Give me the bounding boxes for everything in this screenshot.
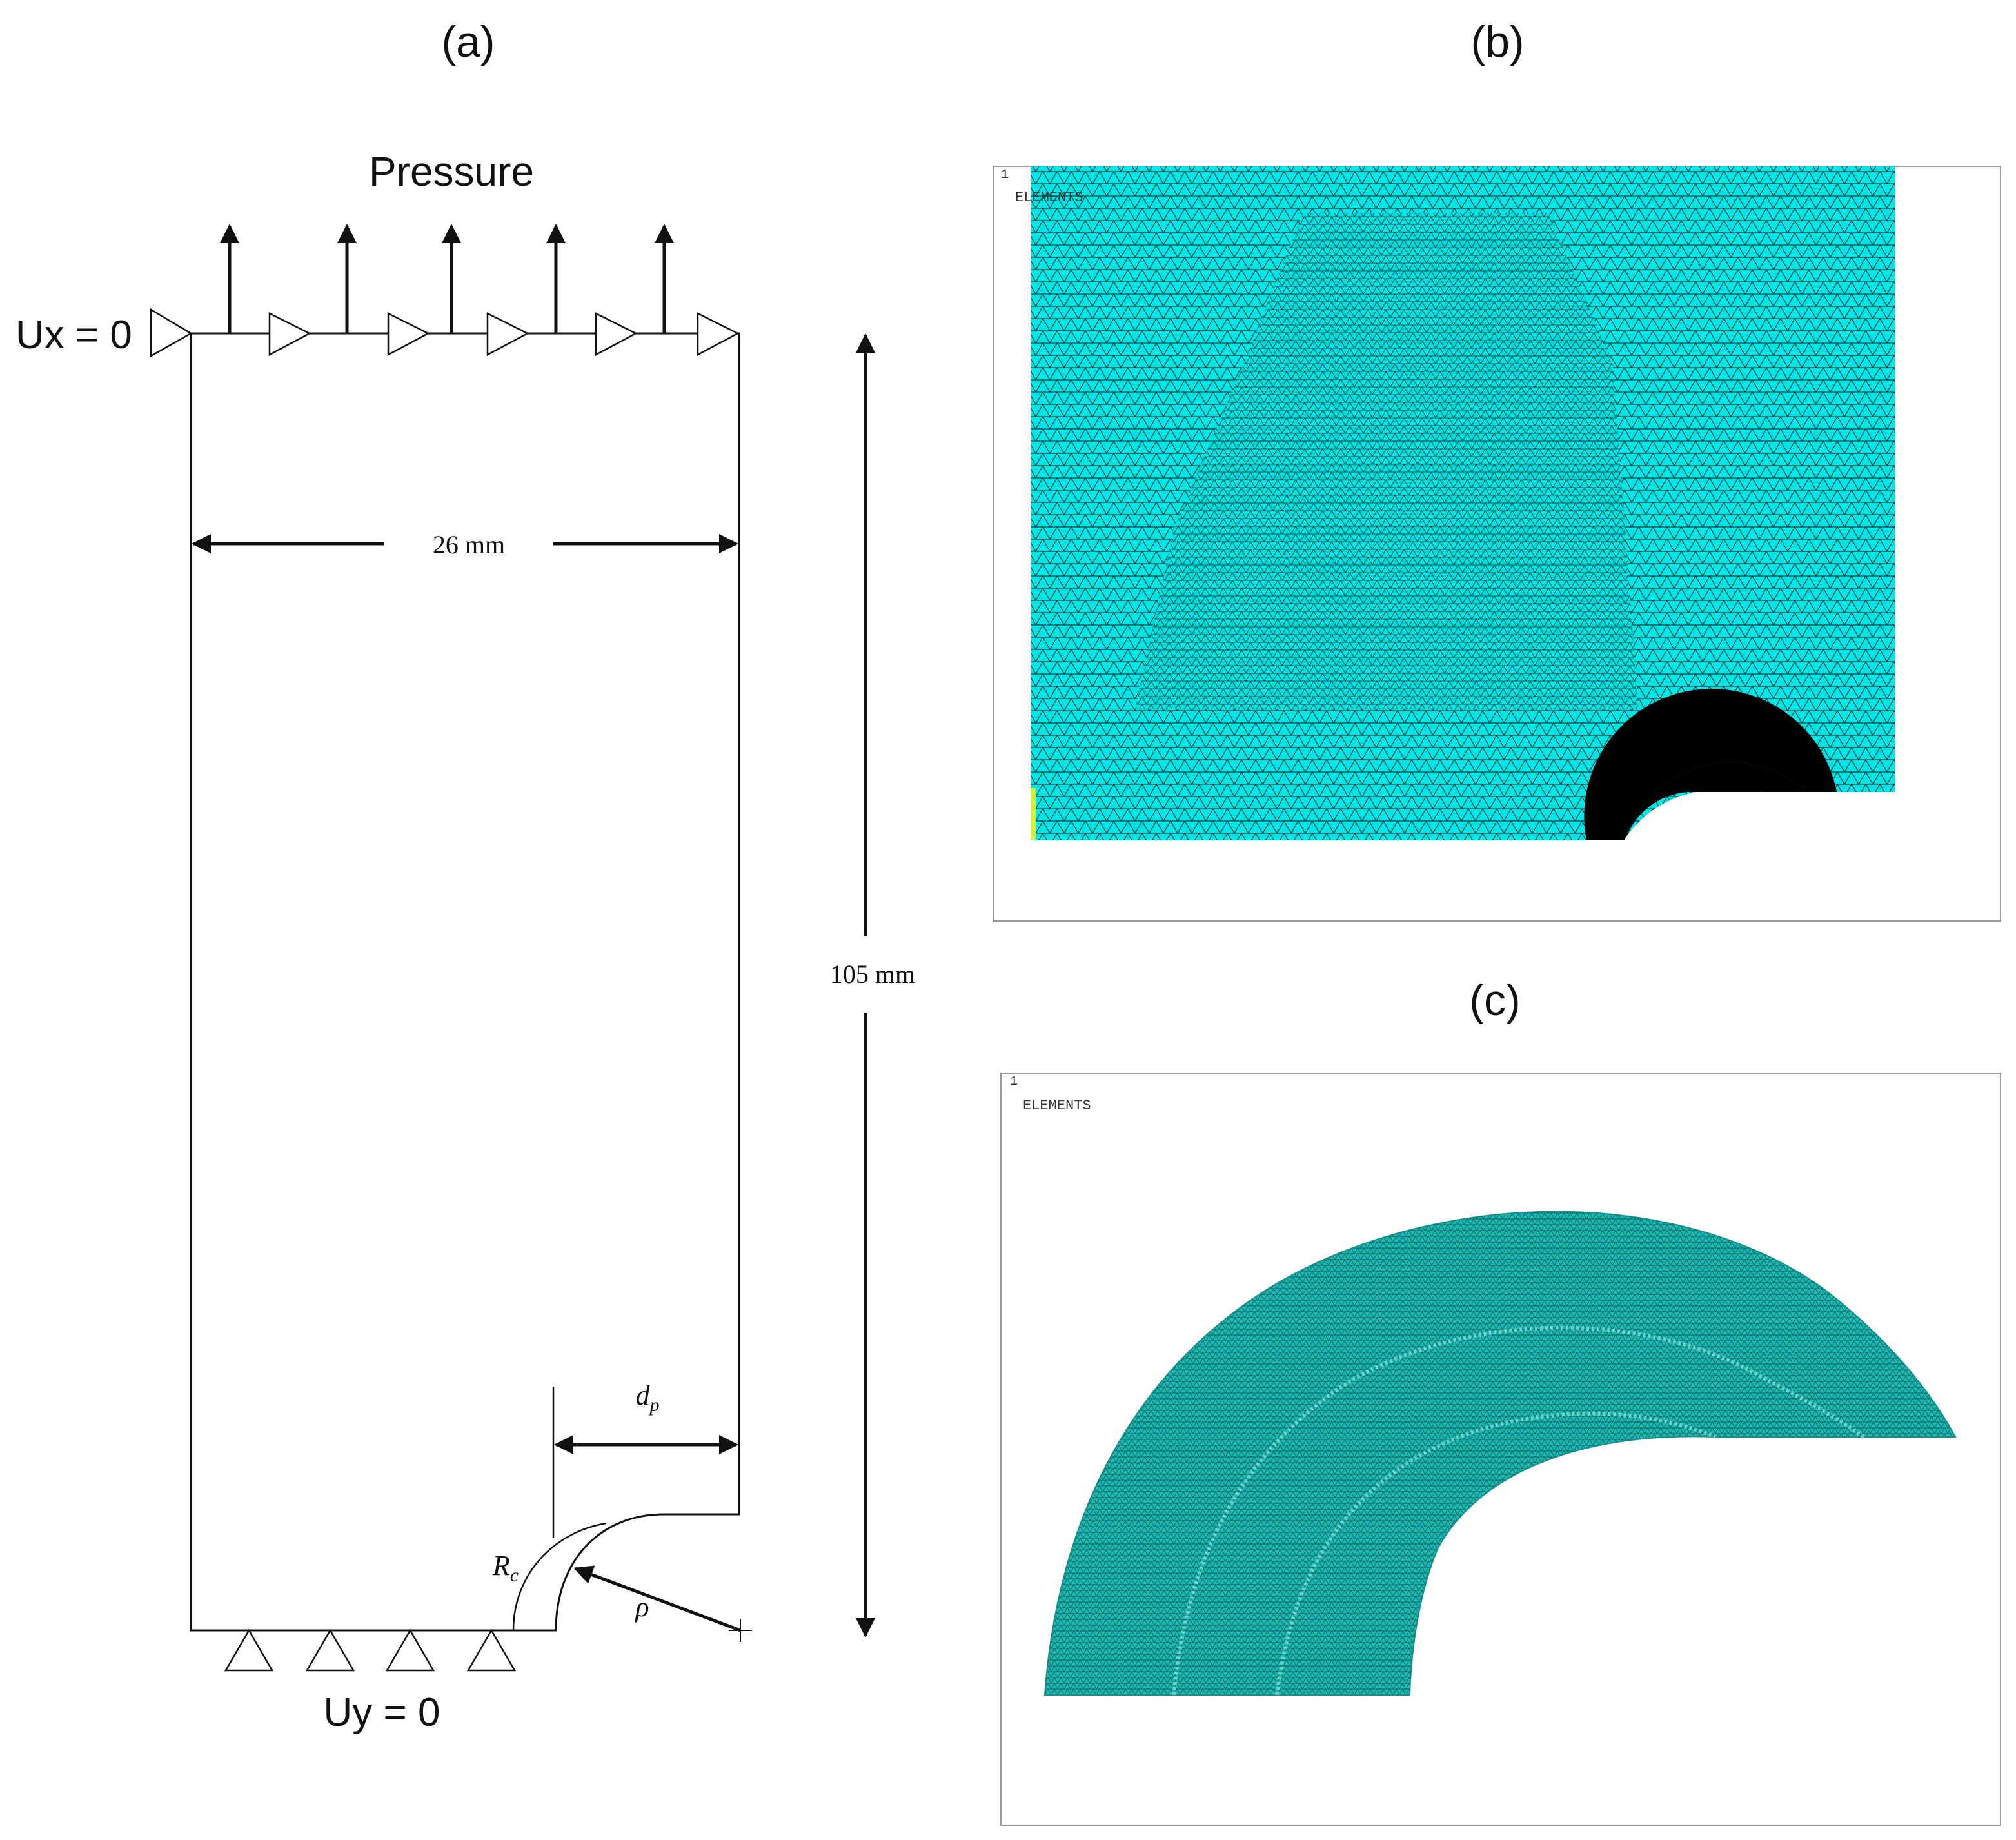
panel-b: (b) 1 ELEMENTS: [993, 17, 2001, 922]
mesh-band: [1172, 1325, 1865, 1696]
radius-arc: [512, 1522, 607, 1631]
panel-c-label: (c): [1469, 976, 1520, 1025]
roller-support-icon: [486, 312, 529, 357]
mesh-band: [1275, 1411, 1717, 1696]
roller-support-icon: [595, 312, 638, 357]
panel-c: (c) 1 ELEMENTS: [1000, 976, 2001, 1826]
bottom-supports: [224, 1628, 517, 1672]
roller-support-icon: [268, 312, 311, 357]
mesh-coarse: [1031, 166, 1895, 840]
height-dimension-label: 105 mm: [830, 960, 915, 989]
pin-support-icon: [305, 1628, 355, 1672]
roller-support-icon: [387, 312, 430, 357]
panel-c-view-number: 1: [1010, 1074, 1018, 1089]
roller-support-icon: [697, 312, 740, 357]
panel-b-label: (b): [1470, 17, 1524, 66]
symmetry-marker: [1031, 788, 1036, 840]
top-roller-supports: [150, 308, 740, 358]
roller-support-icon: [150, 308, 193, 358]
pressure-label: Pressure: [369, 148, 534, 195]
pin-support-icon: [385, 1628, 435, 1672]
refined-mesh-region: [1043, 1211, 1957, 1696]
bottom-constraint-label: Uy = 0: [324, 1690, 440, 1735]
depth-label: dp: [636, 1380, 660, 1416]
specimen-outline: [190, 332, 740, 1632]
top-constraint-label: Ux = 0: [15, 313, 132, 357]
notch-radius-label: ρ: [634, 1591, 649, 1623]
panel-a: (a) Pressure Ux = 0: [15, 17, 915, 1735]
panel-a-label: (a): [441, 17, 495, 66]
pin-support-icon: [466, 1628, 517, 1672]
panel-b-view-title: ELEMENTS: [1015, 190, 1083, 206]
panel-b-view-number: 1: [1001, 168, 1009, 183]
pressure-arrows: [220, 224, 674, 333]
mesh-notch-cutout: [1696, 791, 1895, 840]
width-dimension-label: 26 mm: [433, 530, 505, 559]
radius-label: Rc: [492, 1550, 519, 1586]
panel-c-view-title: ELEMENTS: [1023, 1098, 1091, 1114]
pin-support-icon: [224, 1628, 274, 1672]
notch-radius-arrow: [573, 1565, 752, 1642]
